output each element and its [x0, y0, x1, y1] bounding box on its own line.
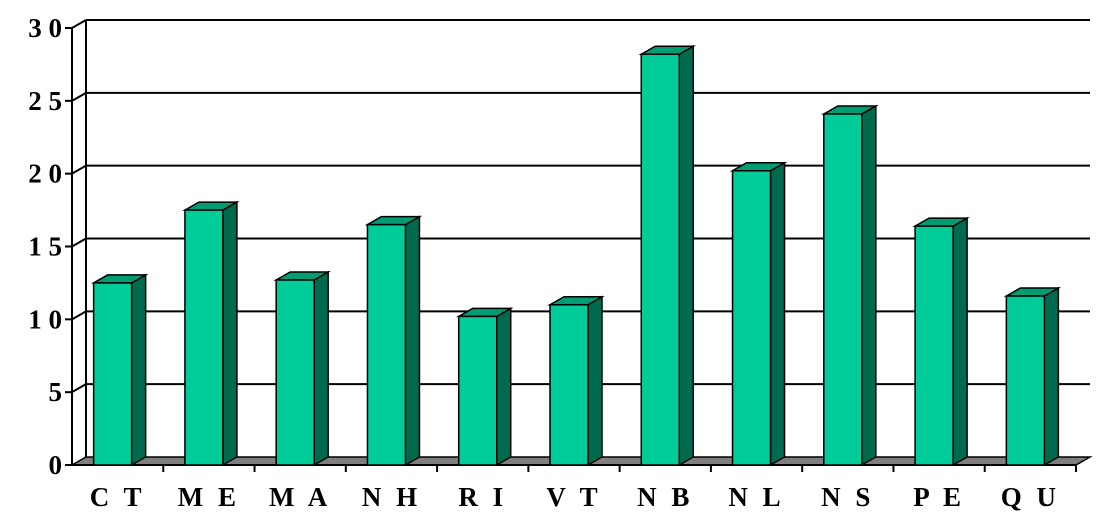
bar-front-face	[457, 315, 498, 466]
bar-ME	[182, 200, 240, 467]
bar-CT	[90, 273, 149, 467]
bar-NL	[729, 161, 788, 467]
x-tick-label: M A	[269, 482, 331, 512]
bar-side-face	[769, 161, 786, 467]
bar-front-face	[1005, 295, 1046, 466]
y-gridline-connector	[71, 19, 87, 29]
x-tick-label: V T	[546, 482, 601, 512]
x-tick-label: Q U	[1001, 482, 1060, 512]
y-tick-label: 5	[49, 377, 63, 407]
y-gridline-connector	[71, 91, 87, 102]
chart-bars	[90, 44, 1062, 467]
bar-side-face	[587, 295, 603, 467]
y-tick-label: 0	[49, 450, 63, 480]
bar-front-face	[823, 113, 863, 466]
bar-PE	[912, 216, 970, 467]
bar-VT	[547, 295, 605, 467]
x-tick-label: N B	[637, 482, 693, 512]
x-tick-label: C T	[90, 482, 146, 512]
bar-front-face	[92, 282, 133, 466]
bar-front-face	[731, 170, 772, 466]
y-tick-label: 3 0	[28, 13, 62, 43]
y-gridline-connector	[71, 164, 87, 175]
bar-front-face	[640, 53, 681, 466]
y-gridline-connector	[71, 383, 87, 394]
bar-NS	[820, 104, 879, 467]
bar-side-face	[313, 270, 329, 467]
x-tick-label: N L	[728, 482, 784, 512]
bar-side-face	[130, 273, 147, 467]
bar-side-face	[952, 216, 968, 467]
bar-side-face	[495, 307, 512, 467]
y-tick-label: 1 5	[28, 232, 62, 262]
y-tick-label: 2 0	[28, 159, 62, 189]
bar-RI	[455, 307, 514, 467]
bar-front-face	[184, 209, 224, 466]
x-tick-label: N H	[362, 482, 421, 512]
bar-NH	[364, 215, 423, 467]
bar-QU	[1003, 286, 1062, 467]
bar-side-face	[678, 44, 695, 467]
bar-side-face	[861, 104, 877, 467]
bar-front-face	[549, 304, 589, 466]
bar-front-face	[275, 279, 315, 466]
bar-front-face	[366, 223, 407, 466]
bar-side-face	[1043, 286, 1060, 467]
y-axis-tick-labels: 0 5 1 0 1 5 2 0 2 5 3 0	[28, 13, 62, 480]
y-gridline-connector	[71, 237, 87, 248]
x-tick-label: R I	[458, 482, 507, 512]
y-tick-label: 2 5	[28, 86, 62, 116]
bar-side-face	[404, 215, 421, 467]
bar-MA	[273, 270, 332, 467]
bar-NB	[638, 44, 697, 467]
x-tick-label: P E	[913, 482, 965, 512]
x-tick-label: M E	[178, 482, 240, 512]
bar-front-face	[914, 225, 954, 466]
bar-side-face	[222, 200, 238, 467]
x-tick-label: N S	[821, 482, 874, 512]
y-tick-label: 1 0	[28, 304, 62, 334]
y-gridline-connector	[71, 310, 87, 321]
